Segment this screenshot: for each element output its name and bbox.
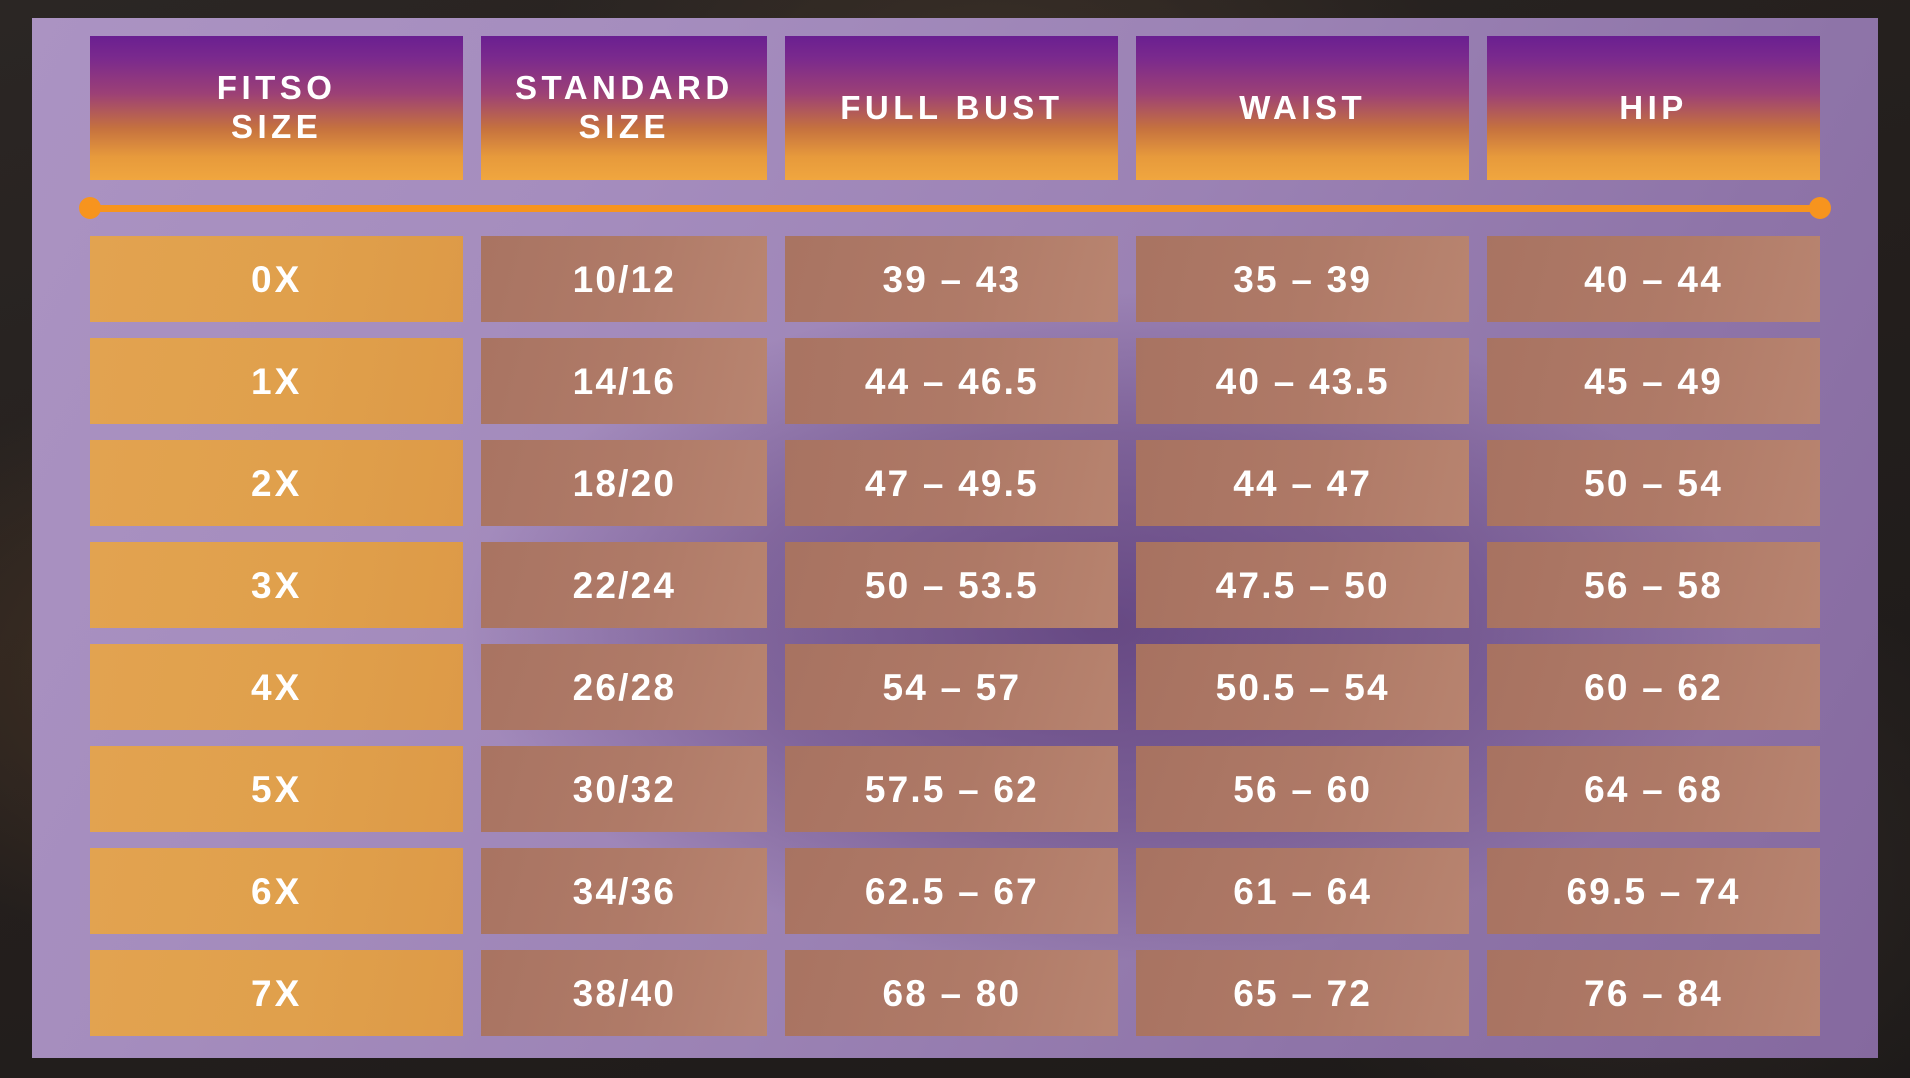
cell-value: 56 – 58 — [1584, 564, 1723, 606]
cell-value: 1X — [251, 360, 303, 402]
column-header-label: STANDARD SIZE — [515, 69, 734, 145]
size-chart-table-body: 0X 10/12 39 – 43 35 – 39 40 – 44 1X 14/16 44 – … — [90, 236, 1820, 1036]
cell-value: 22/24 — [572, 564, 677, 606]
cell-value: 76 – 84 — [1584, 972, 1723, 1014]
cell-value: 62.5 – 67 — [864, 870, 1039, 912]
measurement-cell: 56 – 58 — [1487, 542, 1820, 628]
measurement-cell: 65 – 72 — [1136, 950, 1470, 1036]
cell-value: 44 – 47 — [1233, 462, 1373, 504]
cell-value: 5X — [251, 768, 303, 810]
cell-value: 57.5 – 62 — [864, 768, 1039, 810]
cell-value: 69.5 – 74 — [1566, 870, 1741, 912]
measurement-cell: 56 – 60 — [1136, 746, 1470, 832]
measurement-cell: 39 – 43 — [785, 236, 1119, 322]
measurement-cell: 64 – 68 — [1487, 746, 1820, 832]
cell-value: 47.5 – 50 — [1215, 564, 1390, 606]
cell-value: 39 – 43 — [882, 258, 1022, 300]
size-label-cell: 6X — [90, 848, 464, 934]
cell-value: 7X — [251, 972, 303, 1014]
measurement-cell: 47.5 – 50 — [1136, 542, 1470, 628]
cell-value: 50 – 54 — [1584, 462, 1723, 504]
measurement-cell: 30/32 — [481, 746, 768, 832]
cell-value: 54 – 57 — [882, 666, 1022, 708]
measurement-cell: 40 – 44 — [1487, 236, 1820, 322]
measurement-cell: 50 – 54 — [1487, 440, 1820, 526]
measurement-cell: 22/24 — [481, 542, 768, 628]
column-header-label: FITSO SIZE — [216, 69, 337, 145]
measurement-cell: 60 – 62 — [1487, 644, 1820, 730]
header-divider — [76, 180, 1834, 236]
cell-value: 50 – 53.5 — [864, 564, 1039, 606]
cell-value: 3X — [251, 564, 303, 606]
measurement-cell: 35 – 39 — [1136, 236, 1470, 322]
table-header-row: FITSO SIZE STANDARD SIZE FULL BUST WAIST HIP — [90, 36, 1820, 180]
measurement-cell: 18/20 — [481, 440, 768, 526]
measurement-cell: 69.5 – 74 — [1487, 848, 1820, 934]
cell-value: 2X — [251, 462, 303, 504]
column-header-hip: HIP — [1487, 36, 1820, 180]
cell-value: 45 – 49 — [1584, 360, 1723, 402]
size-label-cell: 3X — [90, 542, 464, 628]
cell-value: 61 – 64 — [1233, 870, 1373, 912]
column-header-standard_size: STANDARD SIZE — [481, 36, 768, 180]
cell-value: 34/36 — [572, 870, 677, 912]
measurement-cell: 50.5 – 54 — [1136, 644, 1470, 730]
measurement-cell: 50 – 53.5 — [785, 542, 1119, 628]
size-label-cell: 7X — [90, 950, 464, 1036]
cell-value: 4X — [251, 666, 303, 708]
cell-value: 56 – 60 — [1233, 768, 1373, 810]
cell-value: 10/12 — [572, 258, 677, 300]
measurement-cell: 57.5 – 62 — [785, 746, 1119, 832]
measurement-cell: 34/36 — [481, 848, 768, 934]
cell-value: 6X — [251, 870, 303, 912]
measurement-cell: 54 – 57 — [785, 644, 1119, 730]
measurement-cell: 40 – 43.5 — [1136, 338, 1470, 424]
cell-value: 35 – 39 — [1233, 258, 1373, 300]
cell-value: 60 – 62 — [1584, 666, 1723, 708]
cell-value: 64 – 68 — [1584, 768, 1723, 810]
divider-line — [90, 204, 1820, 212]
measurement-cell: 61 – 64 — [1136, 848, 1470, 934]
size-chart-card: FITSO SIZE STANDARD SIZE FULL BUST WAIST HIP… — [32, 18, 1878, 1058]
size-label-cell: 5X — [90, 746, 464, 832]
measurement-cell: 47 – 49.5 — [785, 440, 1119, 526]
cell-value: 68 – 80 — [882, 972, 1022, 1014]
measurement-cell: 45 – 49 — [1487, 338, 1820, 424]
size-label-cell: 4X — [90, 644, 464, 730]
column-header-full_bust: FULL BUST — [785, 36, 1119, 180]
cell-value: 65 – 72 — [1233, 972, 1373, 1014]
cell-value: 0X — [251, 258, 303, 300]
cell-value: 50.5 – 54 — [1215, 666, 1390, 708]
column-header-label: WAIST — [1239, 88, 1367, 126]
size-label-cell: 0X — [90, 236, 464, 322]
column-header-label: FULL BUST — [840, 88, 1064, 126]
cell-value: 26/28 — [572, 666, 677, 708]
cell-value: 40 – 43.5 — [1215, 360, 1390, 402]
measurement-cell: 10/12 — [481, 236, 768, 322]
cell-value: 40 – 44 — [1584, 258, 1723, 300]
measurement-cell: 76 – 84 — [1487, 950, 1820, 1036]
measurement-cell: 68 – 80 — [785, 950, 1119, 1036]
size-label-cell: 2X — [90, 440, 464, 526]
column-header-waist: WAIST — [1136, 36, 1470, 180]
column-header-fitso_size: FITSO SIZE — [90, 36, 464, 180]
cell-value: 47 – 49.5 — [864, 462, 1039, 504]
cell-value: 30/32 — [572, 768, 677, 810]
divider-dot-right-icon — [1809, 197, 1831, 219]
measurement-cell: 14/16 — [481, 338, 768, 424]
cell-value: 18/20 — [572, 462, 677, 504]
cell-value: 14/16 — [572, 360, 677, 402]
cell-value: 44 – 46.5 — [864, 360, 1039, 402]
measurement-cell: 62.5 – 67 — [785, 848, 1119, 934]
size-label-cell: 1X — [90, 338, 464, 424]
column-header-label: HIP — [1619, 88, 1688, 126]
measurement-cell: 44 – 46.5 — [785, 338, 1119, 424]
measurement-cell: 44 – 47 — [1136, 440, 1470, 526]
measurement-cell: 26/28 — [481, 644, 768, 730]
cell-value: 38/40 — [572, 972, 677, 1014]
measurement-cell: 38/40 — [481, 950, 768, 1036]
